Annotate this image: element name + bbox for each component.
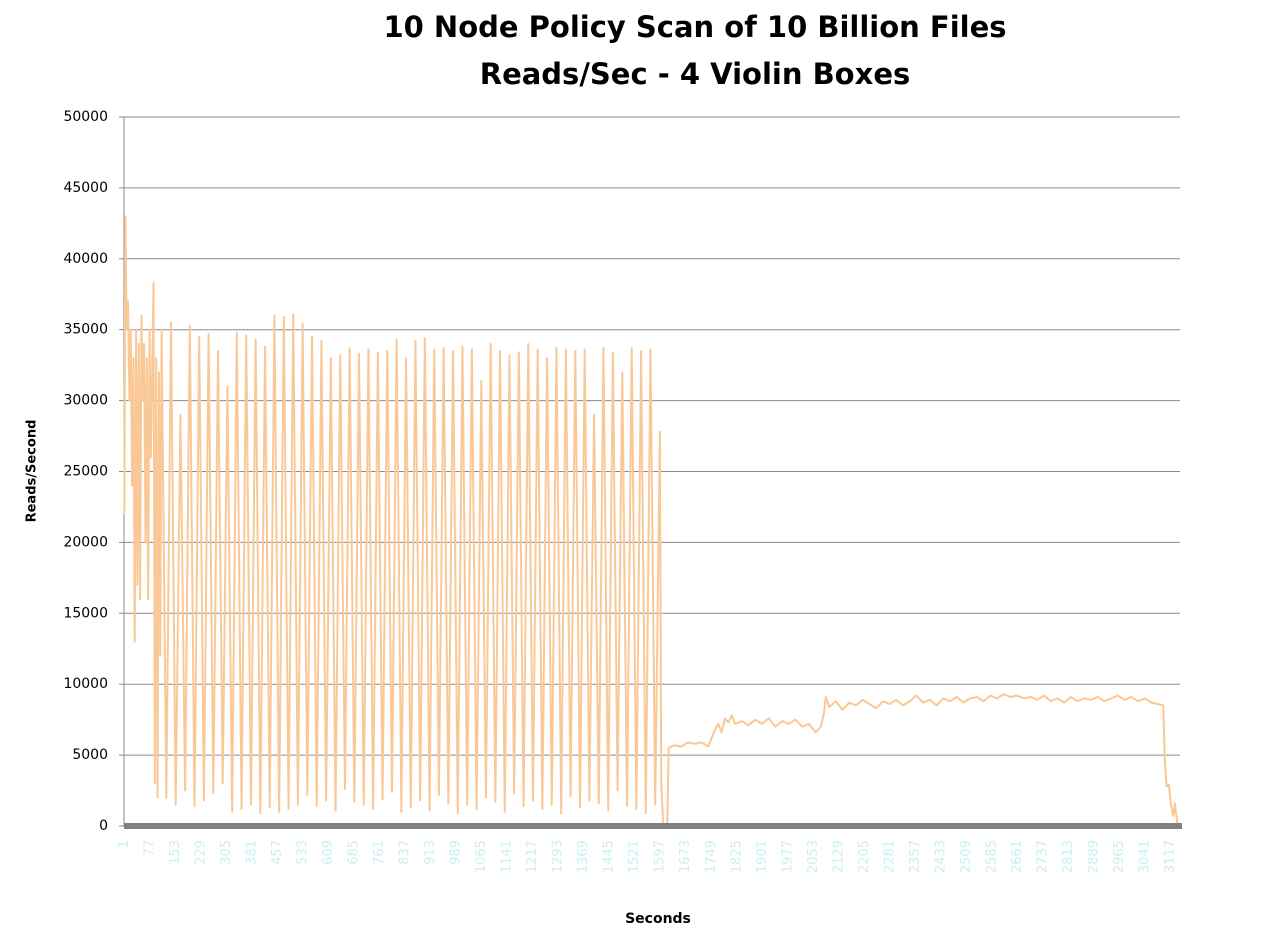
x-tick-label: 2053 xyxy=(806,840,821,873)
x-tick-label: 1141 xyxy=(500,840,515,873)
data-line xyxy=(123,215,1179,827)
x-tick-label: 381 xyxy=(244,840,259,865)
x-tick-label: 2661 xyxy=(1010,840,1025,873)
x-tick-label: 533 xyxy=(295,840,310,865)
x-tick-label: 837 xyxy=(398,840,413,865)
x-tick-label: 2813 xyxy=(1061,840,1076,873)
y-tick-label: 50000 xyxy=(63,109,108,125)
y-tick-label: 5000 xyxy=(72,747,108,763)
x-tick-label: 685 xyxy=(347,840,362,865)
x-tick-label: 2965 xyxy=(1112,840,1127,873)
y-tick-label: 40000 xyxy=(63,251,108,267)
x-tick-label: 1065 xyxy=(474,840,489,873)
x-tick-label: 2585 xyxy=(984,840,999,873)
x-tick-label: 1749 xyxy=(704,840,719,873)
x-tick-label: 989 xyxy=(449,840,464,865)
y-tick-label: 20000 xyxy=(63,534,108,550)
x-tick-label: 1445 xyxy=(602,840,617,873)
x-tick-label: 1597 xyxy=(653,840,668,873)
x-tick-label: 609 xyxy=(321,840,336,865)
x-tick-label: 1673 xyxy=(678,840,693,873)
x-tick-label: 457 xyxy=(270,840,285,865)
x-tick-label: 153 xyxy=(168,840,183,865)
x-tick-label: 77 xyxy=(142,840,157,857)
y-tick-label: 35000 xyxy=(63,322,108,338)
y-tick-label: 15000 xyxy=(63,605,108,621)
x-tick-label: 229 xyxy=(193,840,208,865)
x-tick-label: 1977 xyxy=(780,840,795,873)
x-tick-label: 2205 xyxy=(857,840,872,873)
x-tick-label: 3041 xyxy=(1138,840,1153,873)
x-tick-label: 2889 xyxy=(1087,840,1102,873)
x-tick-label: 3117 xyxy=(1163,840,1178,873)
y-tick-label: 10000 xyxy=(63,676,108,692)
chart-title: 10 Node Policy Scan of 10 Billion Files xyxy=(383,10,1006,44)
x-tick-label: 1369 xyxy=(576,840,591,873)
x-tick-label: 913 xyxy=(423,840,438,865)
x-tick-label: 1901 xyxy=(755,840,770,873)
x-tick-label: 2509 xyxy=(959,840,974,873)
y-axis-label: Reads/Second xyxy=(25,420,40,523)
x-tick-label: 1 xyxy=(117,840,132,848)
x-tick-label: 2433 xyxy=(933,840,948,873)
x-tick-label: 1217 xyxy=(525,840,540,873)
x-tick-label: 2129 xyxy=(831,840,846,873)
chart-subtitle: Reads/Sec - 4 Violin Boxes xyxy=(480,57,911,91)
x-tick-label: 2357 xyxy=(908,840,923,873)
y-tick-label: 45000 xyxy=(63,180,108,196)
x-tick-label: 1521 xyxy=(627,840,642,873)
x-tick-label: 1293 xyxy=(551,840,566,873)
x-axis-label: Seconds xyxy=(625,911,691,927)
x-tick-label: 2281 xyxy=(882,840,897,873)
x-tick-label: 2737 xyxy=(1036,840,1051,873)
x-tick-label: 1825 xyxy=(729,840,744,873)
y-tick-label: 0 xyxy=(99,818,108,834)
x-tick-label: 761 xyxy=(372,840,387,865)
y-tick-label: 25000 xyxy=(63,464,108,480)
x-tick-label: 305 xyxy=(219,840,234,865)
y-tick-label: 30000 xyxy=(63,393,108,409)
